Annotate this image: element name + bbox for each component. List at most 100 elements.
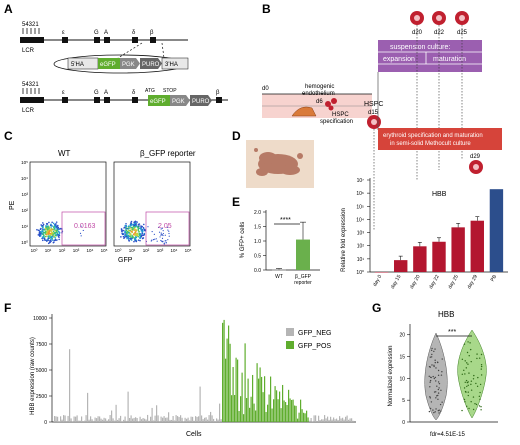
flow-event xyxy=(158,231,161,233)
violin-point xyxy=(429,381,431,383)
flow-event xyxy=(131,224,133,226)
flow-event xyxy=(139,236,141,239)
gfp-pct-ytick-label: 2.0 xyxy=(254,210,261,216)
flow-event xyxy=(41,222,44,224)
violin-neg xyxy=(424,332,448,421)
sc-cell-bar xyxy=(124,416,126,422)
violin-point xyxy=(432,375,434,378)
hspc-cell-2 xyxy=(331,98,337,104)
flow-event xyxy=(48,232,51,235)
flow-event xyxy=(38,231,41,234)
flow-event xyxy=(133,221,136,223)
flow-event xyxy=(39,228,42,231)
flow-ytick-label: 10⁴ xyxy=(21,176,28,181)
sc-cell-bar xyxy=(285,402,287,422)
flow-event xyxy=(47,226,50,228)
flow-event xyxy=(164,234,166,236)
violin-point xyxy=(480,374,483,376)
sc-cell-bar xyxy=(301,409,303,422)
gene-label-a-top: A xyxy=(104,30,108,36)
expansion-label: expansion xyxy=(383,56,415,63)
violin-point xyxy=(439,403,442,406)
gfp-pct-xtick-label: reporter xyxy=(294,280,312,286)
sc-cell-bar xyxy=(208,415,210,422)
flow-event xyxy=(47,232,49,235)
vector-egfp-label: eGFP xyxy=(100,62,116,68)
flow-event xyxy=(54,227,56,229)
sc-cell-bar xyxy=(75,416,77,422)
sc-xlabel: Cells xyxy=(186,431,202,438)
flow-event xyxy=(137,239,140,241)
flow-event xyxy=(135,240,138,243)
vector-puro-label: PURO xyxy=(142,62,160,68)
violin-point xyxy=(431,347,433,350)
sc-cell-bar xyxy=(73,416,75,422)
sc-cell-bar xyxy=(210,411,212,422)
flow-event xyxy=(58,236,60,239)
violin-point xyxy=(476,353,478,355)
flow-event xyxy=(125,226,127,229)
flow-event xyxy=(133,227,136,230)
sc-cell-bar xyxy=(132,418,134,422)
flow-event xyxy=(48,227,50,230)
flow-event xyxy=(134,223,137,226)
sc-cell-bar xyxy=(76,415,78,422)
flow-event xyxy=(131,235,134,238)
sc-cell-bar xyxy=(333,417,335,422)
sc-cell-bar xyxy=(240,396,242,422)
panel-a: A 54321 LCR ε G A δ β 5'HA eGFP PGK P xyxy=(4,2,228,114)
violin-point xyxy=(431,353,433,356)
flow-xlabel: GFP xyxy=(118,257,133,264)
sc-cell-bar xyxy=(54,416,56,422)
flow-event xyxy=(127,238,130,241)
flow-event xyxy=(140,234,143,237)
sc-cell-bar xyxy=(205,417,207,422)
sc-cell-bar xyxy=(226,338,228,422)
violin-point xyxy=(437,409,440,412)
sc-cell-bar xyxy=(307,417,309,422)
violin-point xyxy=(441,401,443,403)
violin-point xyxy=(465,391,467,393)
sc-cell-bar xyxy=(153,420,155,422)
flow-event xyxy=(130,228,133,231)
violin-point xyxy=(435,380,437,382)
lcr-label-bottom: LCR xyxy=(22,108,35,114)
panel-e: E % GFP+ cells 0.0 0.5 1.0 1.5 2.0 WT β_GFPrep… xyxy=(232,195,320,286)
hbb-xtick-label: day 25 xyxy=(447,274,460,290)
violin-point xyxy=(430,356,433,358)
sc-cell-bar xyxy=(349,418,351,422)
sc-cell-bar xyxy=(102,419,104,422)
violin-point xyxy=(464,401,466,403)
gfp-pct-bar xyxy=(272,269,286,271)
flow-event xyxy=(142,223,145,226)
sc-cell-bar xyxy=(106,420,108,422)
flow-event xyxy=(168,235,170,237)
violin-point xyxy=(430,349,433,351)
sc-cell-bar xyxy=(352,420,354,422)
violin-point xyxy=(437,381,440,383)
legend-swatch-pos xyxy=(286,341,294,349)
flow-event xyxy=(133,237,135,239)
violin-point xyxy=(441,371,443,373)
violin-point xyxy=(472,378,475,380)
sc-cell-bar xyxy=(120,415,122,422)
panel-label-c: C xyxy=(4,129,13,143)
flow-event xyxy=(137,227,140,229)
violin-point xyxy=(429,356,432,358)
violin-point xyxy=(472,408,475,411)
legend-swatch-neg xyxy=(286,328,294,336)
legend-label-neg: GFP_NEG xyxy=(298,330,331,337)
atg-label: ATG xyxy=(145,88,155,94)
sc-cell-bar xyxy=(129,417,131,422)
flow-event xyxy=(132,233,135,235)
flow-event xyxy=(48,230,51,233)
sc-cell-bar xyxy=(171,419,173,422)
day-circle-d22: d22 xyxy=(432,11,446,36)
maturation-label: maturation xyxy=(433,56,466,63)
hbb-xtick-label: day 0 xyxy=(372,274,383,288)
sc-cell-bar xyxy=(178,417,180,422)
violin-point xyxy=(437,374,440,377)
violin-point xyxy=(466,362,468,364)
violin-point xyxy=(480,365,483,368)
flow-event xyxy=(166,226,169,228)
